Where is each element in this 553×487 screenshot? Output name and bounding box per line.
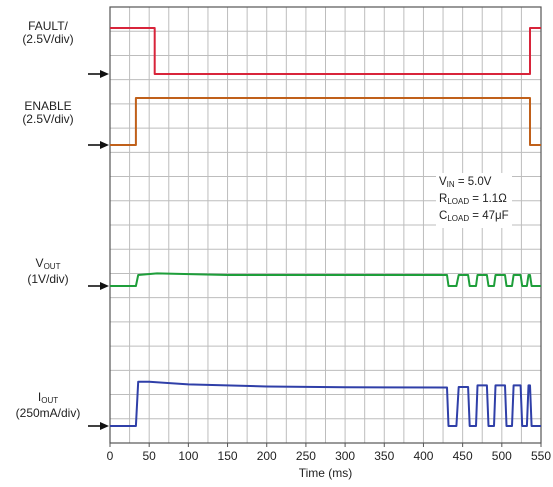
x-axis-title: Time (ms) — [299, 466, 353, 480]
trace-label-3: IOUT (250mA/div) — [0, 391, 96, 420]
trace-scale: (250mA/div) — [15, 406, 81, 420]
trace-name: VOUT — [35, 256, 61, 272]
x-tick-label: 550 — [531, 449, 551, 463]
x-tick-label: 50 — [143, 449, 157, 463]
ground-marker-arrow — [100, 70, 109, 78]
ground-markers — [88, 70, 109, 430]
annotation-rload: RLOAD = 1.1Ω — [439, 193, 507, 206]
trace-2 — [110, 272, 541, 287]
trace-scale: (2.5V/div) — [22, 112, 74, 126]
annotation-vin: VIN = 5.0V — [439, 176, 492, 189]
trace-label-2: VOUT (1V/div) — [0, 257, 96, 286]
annotation-cload: CLOAD = 47μF — [439, 210, 509, 223]
x-tick-label: 400 — [413, 449, 433, 463]
x-axis-ticks: 0 50 100 150 200 250 300 350 400 450 500 550 — [107, 443, 551, 463]
trace-name: IOUT — [37, 390, 59, 406]
ground-marker-arrow — [100, 422, 109, 430]
traces — [110, 27, 541, 427]
x-tick-label: 450 — [453, 449, 473, 463]
ground-marker-arrow — [100, 282, 109, 290]
conditions-annotation: VIN = 5.0V RLOAD = 1.1Ω CLOAD = 47μF — [436, 173, 512, 228]
trace-label-1: ENABLE (2.5V/div) — [0, 100, 96, 126]
trace-scale: (1V/div) — [27, 272, 69, 286]
trace-name: ENABLE — [24, 99, 72, 113]
x-tick-label: 300 — [335, 449, 355, 463]
x-tick-label: 250 — [296, 449, 316, 463]
x-tick-label: 100 — [178, 449, 198, 463]
x-tick-label: 200 — [257, 449, 277, 463]
ground-marker-arrow — [100, 141, 109, 149]
grid — [109, 6, 542, 444]
x-tick-label: 500 — [492, 449, 512, 463]
x-tick-label: 150 — [218, 449, 238, 463]
x-tick-label: 0 — [107, 449, 114, 463]
plot-frame — [109, 6, 542, 444]
trace-1 — [110, 97, 541, 146]
trace-0 — [110, 27, 541, 75]
x-tick-label: 350 — [374, 449, 394, 463]
trace-name: FAULT/ — [28, 19, 68, 33]
trace-3 — [110, 380, 541, 427]
trace-scale: (2.5V/div) — [22, 32, 74, 46]
trace-label-0: FAULT/(2.5V/div) — [0, 20, 96, 46]
